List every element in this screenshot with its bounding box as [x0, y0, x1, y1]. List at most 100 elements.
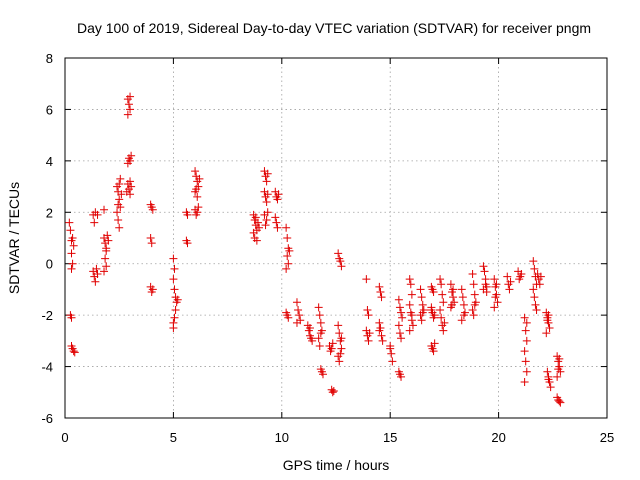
data-point — [530, 293, 539, 302]
data-point — [520, 313, 529, 322]
grid — [65, 58, 607, 418]
data-point — [405, 326, 414, 335]
data-point — [328, 339, 337, 348]
data-point — [316, 318, 325, 327]
data-point — [407, 290, 416, 299]
data-point — [114, 200, 123, 209]
data-point — [315, 342, 324, 350]
data-point — [406, 280, 415, 289]
chart-title: Day 100 of 2019, Sidereal Day-to-day VTE… — [77, 20, 591, 36]
data-point — [123, 159, 132, 168]
data-point — [283, 252, 292, 260]
data-point — [329, 387, 338, 395]
data-point — [315, 311, 324, 320]
data-point — [405, 275, 414, 284]
data-point — [529, 285, 538, 294]
data-point — [335, 329, 344, 338]
data-point — [439, 298, 448, 307]
y-tick-label: 2 — [46, 205, 53, 220]
data-point — [113, 208, 122, 217]
data-point — [115, 223, 124, 232]
data-point — [407, 311, 416, 320]
data-point — [377, 331, 386, 340]
data-point — [506, 277, 515, 286]
data-point — [457, 285, 466, 294]
data-point — [272, 218, 281, 227]
data-point — [546, 383, 555, 392]
data-point — [386, 344, 395, 353]
data-point — [148, 205, 157, 214]
data-point — [387, 349, 396, 358]
data-point — [470, 290, 479, 299]
data-point — [394, 295, 403, 304]
data-point — [458, 293, 467, 302]
data-point — [69, 347, 78, 356]
data-point — [337, 344, 346, 353]
data-point — [68, 259, 77, 268]
data-point — [90, 218, 99, 227]
data-point — [327, 344, 336, 353]
data-point — [416, 285, 425, 294]
data-point — [529, 257, 538, 266]
data-point — [522, 318, 531, 327]
data-point — [535, 280, 544, 289]
data-point — [169, 324, 178, 332]
data-point — [395, 329, 404, 338]
data-point — [104, 236, 113, 245]
data-point — [436, 275, 445, 284]
data-point — [318, 370, 327, 379]
data-point — [308, 336, 317, 345]
data-point — [388, 357, 397, 366]
data-point — [124, 100, 133, 109]
data-point — [314, 334, 323, 343]
data-point — [405, 300, 414, 309]
data-point — [114, 216, 123, 224]
data-point — [305, 324, 314, 332]
data-point — [271, 213, 280, 222]
data-point — [255, 223, 264, 232]
data-point — [335, 357, 344, 366]
data-point — [556, 398, 565, 407]
data-point — [447, 300, 456, 309]
data-point — [183, 239, 192, 248]
data-point — [126, 177, 135, 186]
y-tick-label: 6 — [46, 102, 53, 117]
data-point — [336, 349, 345, 358]
data-point — [282, 264, 291, 273]
data-point — [430, 311, 439, 320]
data-point — [418, 308, 427, 317]
data-point — [101, 254, 110, 263]
data-point — [493, 298, 502, 307]
data-point — [68, 234, 77, 242]
data-point — [394, 321, 403, 330]
data-point — [438, 290, 447, 299]
data-point — [127, 151, 136, 160]
y-tick-label: -2 — [41, 308, 53, 323]
data-point — [273, 195, 282, 204]
data-point — [375, 318, 384, 327]
data-point — [555, 354, 564, 363]
data-point — [193, 192, 202, 201]
data-point — [542, 329, 551, 338]
data-point — [283, 234, 292, 242]
data-point — [437, 280, 446, 289]
data-point — [126, 105, 135, 114]
data-point — [459, 300, 468, 309]
data-point — [195, 174, 204, 183]
data-point — [469, 311, 478, 320]
data-point — [397, 372, 406, 381]
data-point — [553, 372, 562, 381]
data-point — [375, 326, 384, 335]
data-point — [262, 216, 271, 224]
data-point — [282, 223, 291, 232]
data-point — [292, 318, 301, 327]
data-point — [544, 375, 553, 384]
data-point — [377, 293, 386, 302]
data-point — [273, 223, 282, 232]
data-point — [263, 208, 272, 217]
data-point — [261, 221, 270, 230]
data-point — [336, 257, 345, 266]
data-point — [147, 239, 156, 248]
data-point — [263, 169, 272, 178]
data-point — [364, 336, 373, 345]
